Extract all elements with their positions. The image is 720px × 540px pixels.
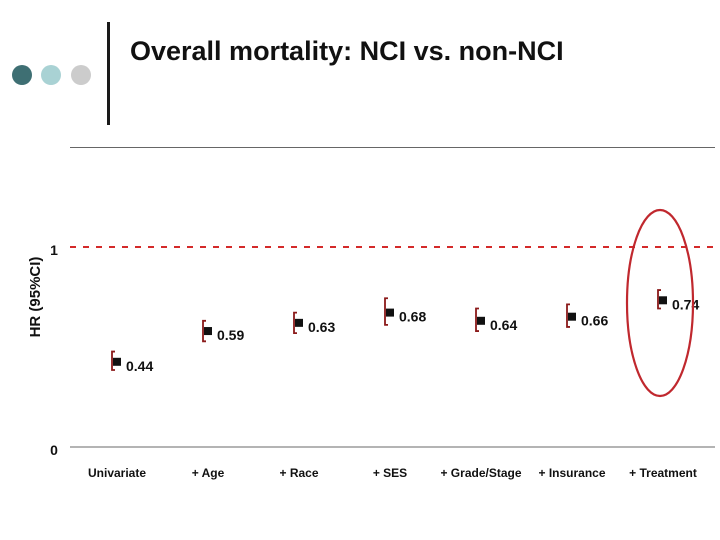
point-marker-5 [568, 312, 576, 321]
x-tick-label-1: + Age [192, 466, 225, 480]
point-marker-0 [113, 357, 121, 366]
value-label-5: 0.66 [581, 313, 608, 329]
point-marker-1 [204, 327, 212, 336]
value-label-4: 0.64 [490, 317, 517, 333]
x-tick-label-3: + SES [373, 466, 407, 480]
title-rule [70, 147, 715, 148]
x-tick-label-2: + Race [279, 466, 318, 480]
value-label-2: 0.63 [308, 319, 335, 335]
x-tick-label-6: + Treatment [629, 466, 697, 480]
y-tick-label-1: 1 [50, 242, 58, 258]
page-title: Overall mortality: NCI vs. non-NCI [130, 36, 564, 66]
point-marker-3 [386, 308, 394, 317]
errorbar-4 [475, 307, 479, 332]
highlight-ellipse [625, 208, 695, 398]
value-label-0: 0.44 [126, 358, 153, 374]
errorbar-3 [384, 297, 388, 326]
point-marker-6 [659, 296, 667, 305]
value-label-6: 0.74 [672, 296, 699, 312]
errorbar-1 [202, 319, 206, 343]
x-tick-label-4: + Grade/Stage [440, 466, 521, 480]
errorbar-6 [657, 289, 661, 310]
point-marker-4 [477, 316, 485, 325]
value-label-3: 0.68 [399, 309, 426, 325]
errorbar-0 [111, 350, 115, 371]
errorbar-5 [566, 303, 570, 328]
x-tick-label-0: Univariate [88, 466, 146, 480]
y-axis-label: HR (95%CI) [27, 257, 44, 338]
decor-dot-teal [41, 65, 61, 85]
title-divider [107, 22, 110, 125]
x-tick-label-5: + Insurance [538, 466, 605, 480]
value-label-1: 0.59 [217, 327, 244, 343]
decor-dot-gray [71, 65, 91, 85]
point-marker-2 [295, 318, 303, 327]
errorbar-2 [293, 311, 297, 334]
decor-dot-dark [12, 65, 32, 85]
y-tick-label-0: 0 [50, 442, 58, 458]
